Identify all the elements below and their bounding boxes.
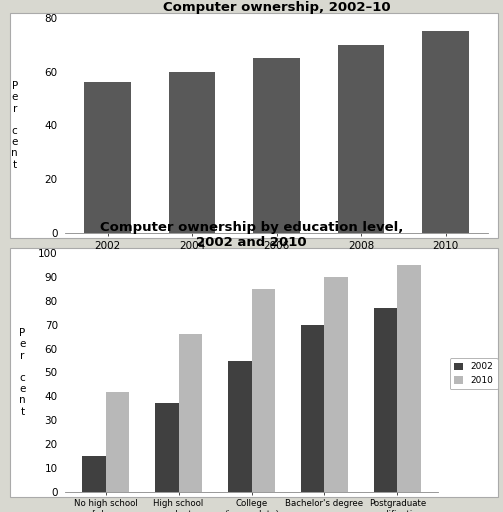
Bar [324,278,348,492]
X-axis label: Year: Year [266,255,288,265]
Bar [179,334,202,492]
Text: P
e
r
 
c
e
n
t: P e r c e n t [19,328,26,417]
Legend: 2002, 2010: 2002, 2010 [450,358,498,390]
Bar [252,289,275,492]
Bar [85,82,131,233]
Bar [169,72,215,233]
Bar [338,45,384,233]
Bar [82,456,106,492]
Bar [423,31,469,233]
Title: Computer ownership by education level,
2002 and 2010: Computer ownership by education level, 2… [100,222,403,249]
Text: P
e
r
 
c
e
n
t: P e r c e n t [12,81,18,169]
Bar [397,265,421,492]
Title: Computer ownership, 2002–10: Computer ownership, 2002–10 [163,1,390,14]
Bar [106,392,129,492]
Bar [254,58,300,233]
Bar [301,325,324,492]
Bar [155,403,179,492]
Bar [228,360,252,492]
Bar [374,308,397,492]
